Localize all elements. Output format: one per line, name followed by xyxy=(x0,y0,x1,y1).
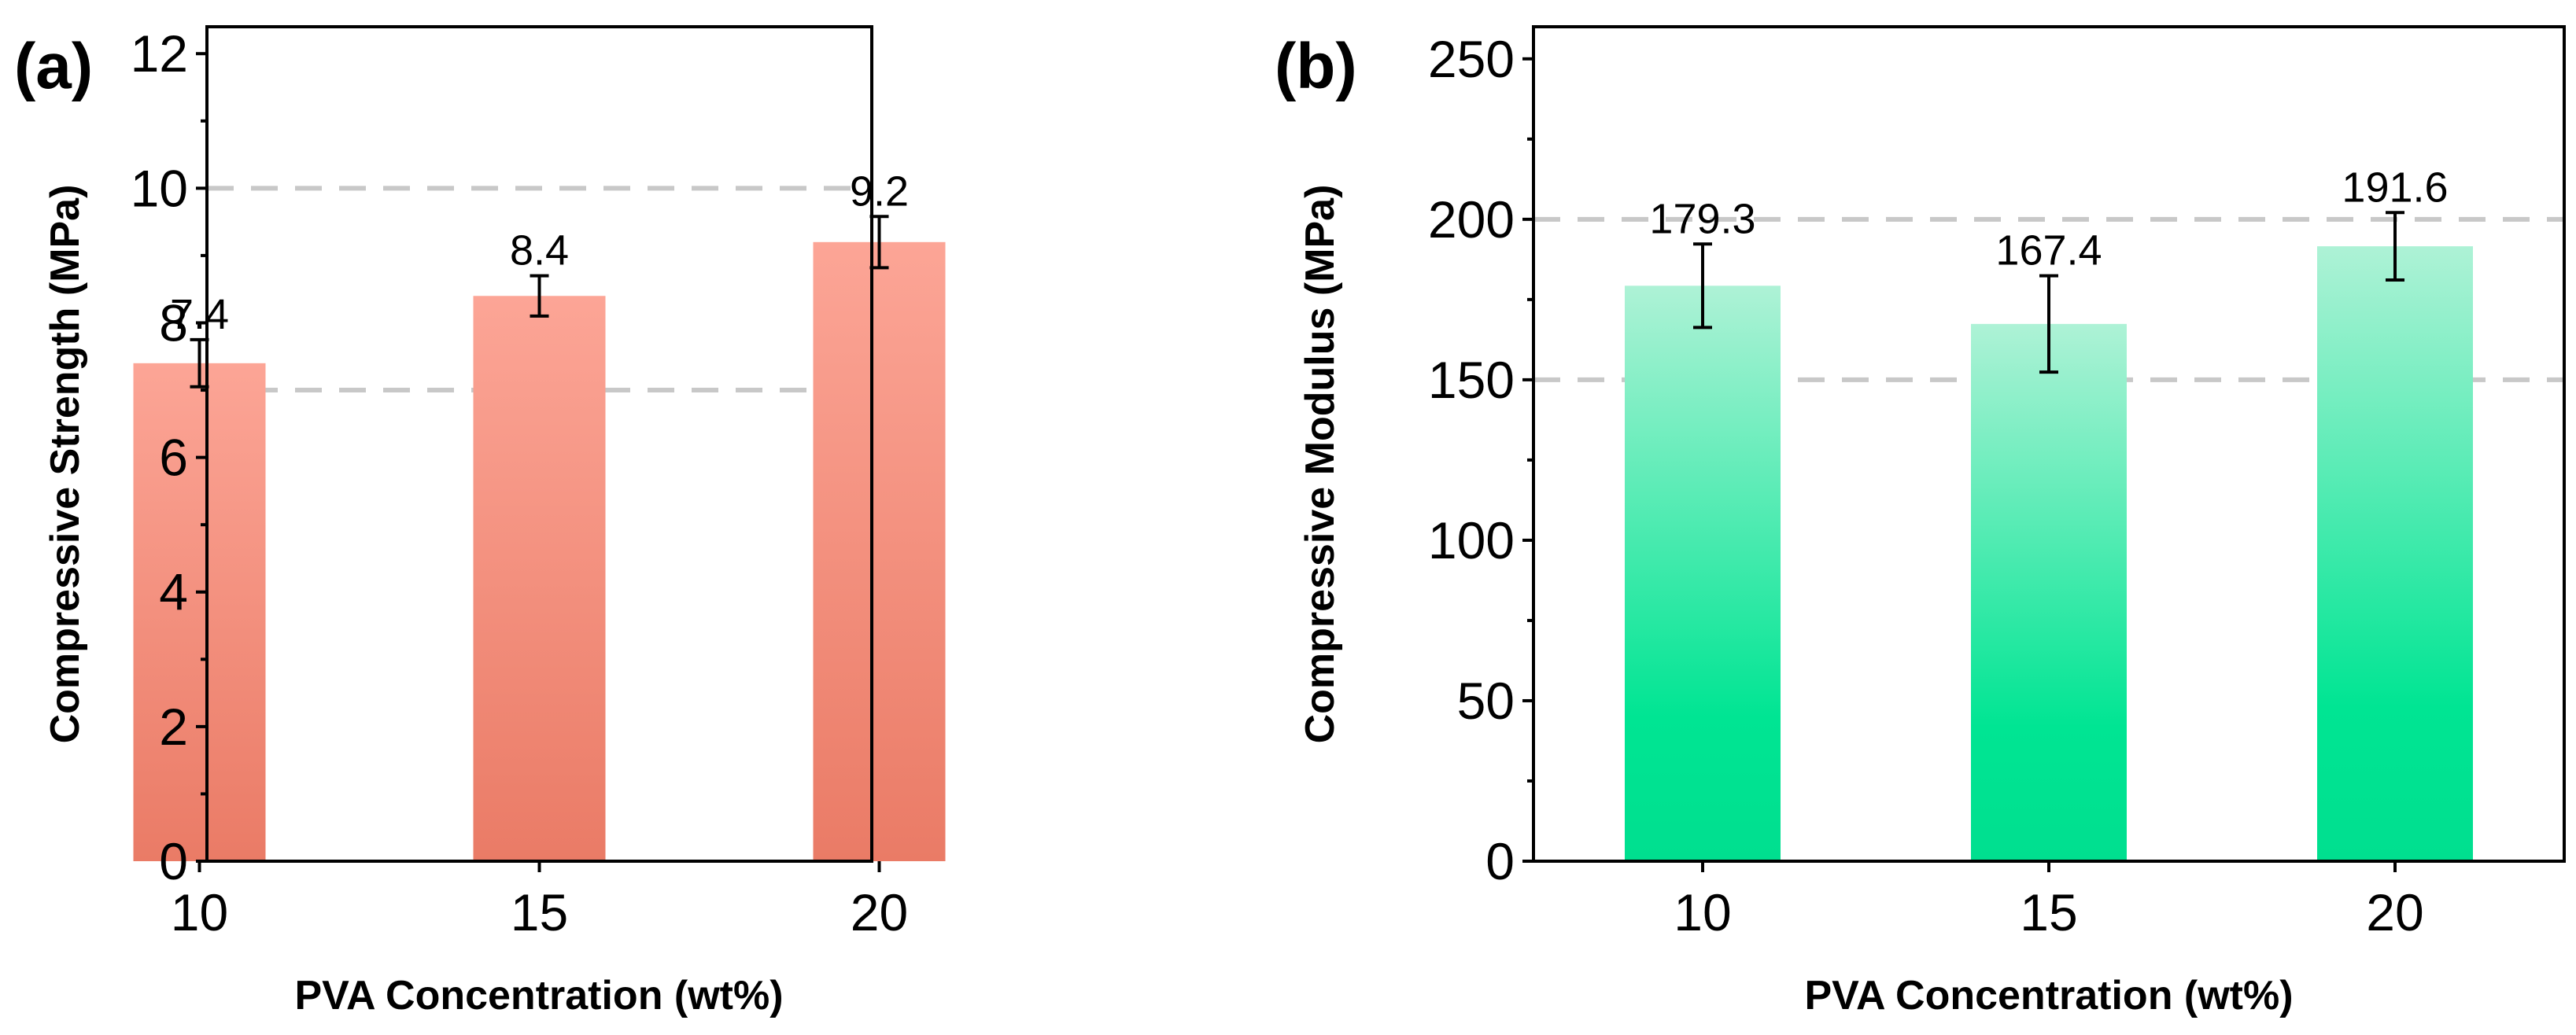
panel-a-label: (a) xyxy=(14,31,93,102)
y-tick-label: 10 xyxy=(131,159,188,217)
panel-a: (a) 0 2 4 6 8 10 12 10 15 20 7.4 8.4 9.2 PVA Conce… xyxy=(14,24,946,1018)
y-tick-label: 4 xyxy=(159,563,188,621)
x-tick-label: 10 xyxy=(171,883,228,941)
bar xyxy=(473,296,606,861)
bar xyxy=(133,363,266,861)
data-label: 167.4 xyxy=(1995,227,2102,274)
panel-b-x-axis-title: PVA Concentration (wt%) xyxy=(1804,973,2293,1018)
panel-a-bars xyxy=(133,241,946,861)
data-label: 9.2 xyxy=(850,168,909,215)
panel-a-data-labels: 7.4 8.4 9.2 xyxy=(170,168,909,338)
data-label: 191.6 xyxy=(2342,164,2448,211)
data-label: 179.3 xyxy=(1649,195,1755,242)
y-tick-label: 50 xyxy=(1457,672,1515,730)
bar xyxy=(1971,323,2127,861)
bar xyxy=(2317,246,2473,861)
y-tick-label: 0 xyxy=(159,832,188,890)
y-tick-label: 2 xyxy=(159,698,188,756)
panel-b-label: (b) xyxy=(1275,31,1357,102)
y-tick-label: 6 xyxy=(159,429,188,487)
y-tick-label: 200 xyxy=(1428,190,1515,249)
data-label: 8.4 xyxy=(510,227,569,274)
panel-a-x-axis-title: PVA Concentration (wt%) xyxy=(294,973,783,1018)
y-tick-label: 12 xyxy=(131,24,188,83)
x-tick-label: 15 xyxy=(511,883,568,941)
x-tick-label: 10 xyxy=(1674,883,1731,941)
y-tick-label: 8 xyxy=(159,293,188,352)
x-tick-label: 15 xyxy=(2020,883,2077,941)
data-label: 7.4 xyxy=(170,291,229,338)
x-tick-label: 20 xyxy=(851,883,908,941)
y-tick-label: 100 xyxy=(1428,511,1515,569)
x-tick-label: 20 xyxy=(2366,883,2423,941)
y-tick-label: 150 xyxy=(1428,351,1515,409)
panel-b-error-bars xyxy=(1693,211,2404,374)
panel-b-bars xyxy=(1625,246,2473,861)
y-tick-label: 250 xyxy=(1428,30,1515,88)
panel-b: (b) 0 50 100 150 200 250 10 15 20 179.3 167.4 191… xyxy=(1275,25,2566,1018)
bar xyxy=(1625,285,1781,861)
panel-a-y-axis-title: Compressive Strength (MPa) xyxy=(42,185,88,744)
panel-b-data-labels: 179.3 167.4 191.6 xyxy=(1649,164,2448,274)
y-tick-label: 0 xyxy=(1485,832,1515,890)
panel-a-y-ticks: 0 2 4 6 8 10 12 xyxy=(131,24,207,890)
panel-b-y-axis-title: Compressive Modulus (MPa) xyxy=(1297,185,1343,744)
panel-b-y-ticks: 0 50 100 150 200 250 xyxy=(1428,30,1533,890)
panel-b-x-ticks: 10 15 20 xyxy=(1674,861,2424,941)
bar xyxy=(813,241,946,861)
panel-a-x-ticks: 10 15 20 xyxy=(171,861,908,941)
